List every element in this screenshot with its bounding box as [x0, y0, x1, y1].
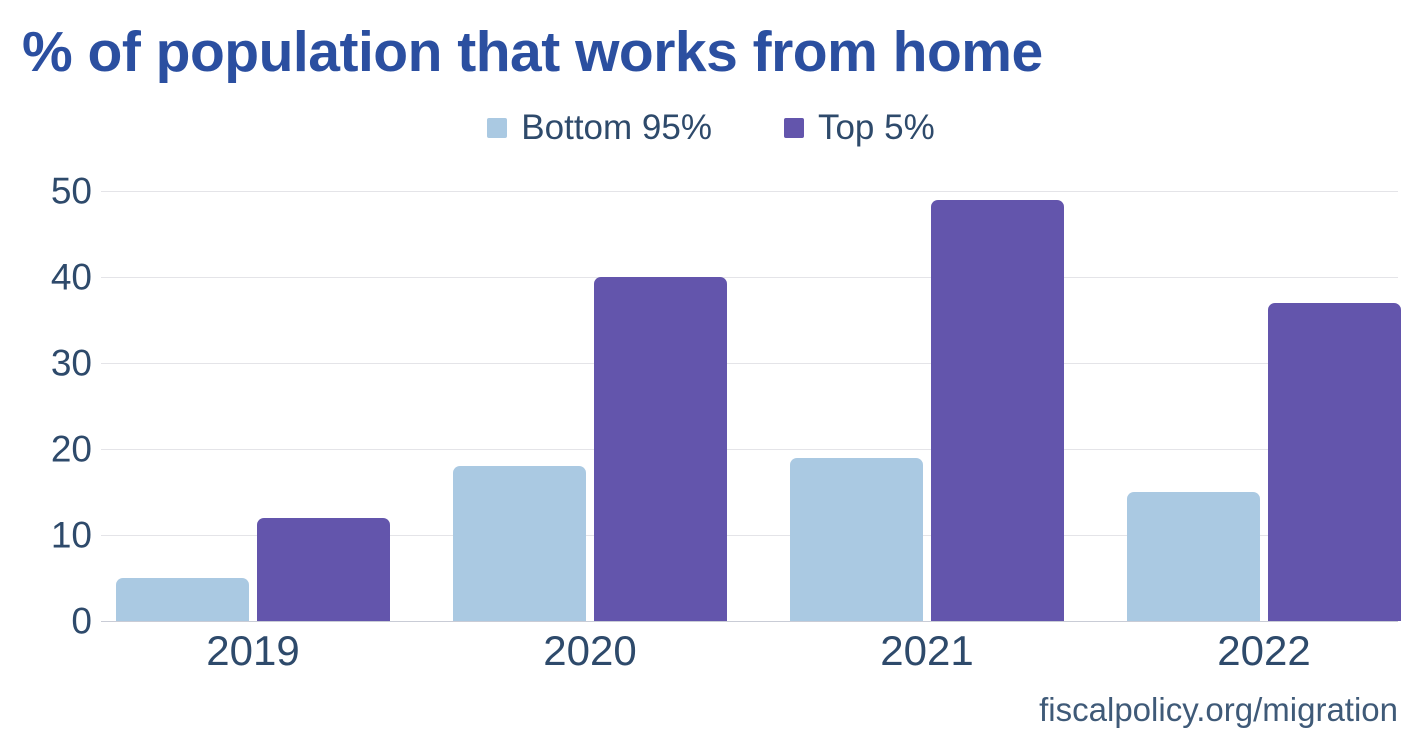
- source-note: fiscalpolicy.org/migration: [1039, 691, 1398, 728]
- y-axis-tick-label: 50: [50, 170, 92, 212]
- y-axis-tick-label: 20: [50, 428, 92, 470]
- x-axis-tick-label: 2022: [1217, 627, 1311, 674]
- legend-swatch-icon: [783, 117, 804, 138]
- x-axis-tick-label: 2021: [880, 627, 974, 674]
- y-axis-tick-label: 10: [50, 514, 92, 556]
- legend-item-top-5[interactable]: Top 5%: [783, 108, 935, 147]
- bar[interactable]: [257, 517, 390, 621]
- y-axis-tick-label: 40: [50, 256, 92, 298]
- legend-label: Bottom 95%: [521, 108, 712, 147]
- gridline: [101, 363, 1398, 364]
- bar[interactable]: [1268, 302, 1401, 621]
- bar[interactable]: [116, 578, 249, 621]
- gridline: [101, 535, 1398, 536]
- y-axis-tick-label: 0: [71, 600, 92, 642]
- y-axis-tick-label: 30: [50, 342, 92, 384]
- bar[interactable]: [594, 277, 727, 621]
- bar[interactable]: [790, 457, 923, 621]
- chart-title: % of population that works from home: [22, 20, 1043, 84]
- bar[interactable]: [931, 199, 1064, 621]
- bar[interactable]: [453, 466, 586, 621]
- axis-baseline: [101, 621, 1398, 622]
- chart-legend: Bottom 95% Top 5%: [0, 110, 1422, 145]
- x-axis-tick-label: 2020: [543, 627, 637, 674]
- gridline: [101, 277, 1398, 278]
- legend-label: Top 5%: [817, 108, 935, 147]
- bar[interactable]: [1127, 492, 1260, 621]
- gridline: [101, 191, 1398, 192]
- x-axis-tick-label: 2019: [206, 627, 300, 674]
- legend-item-bottom-95[interactable]: Bottom 95%: [487, 110, 712, 145]
- legend-swatch-icon: [487, 117, 508, 138]
- gridline: [101, 449, 1398, 450]
